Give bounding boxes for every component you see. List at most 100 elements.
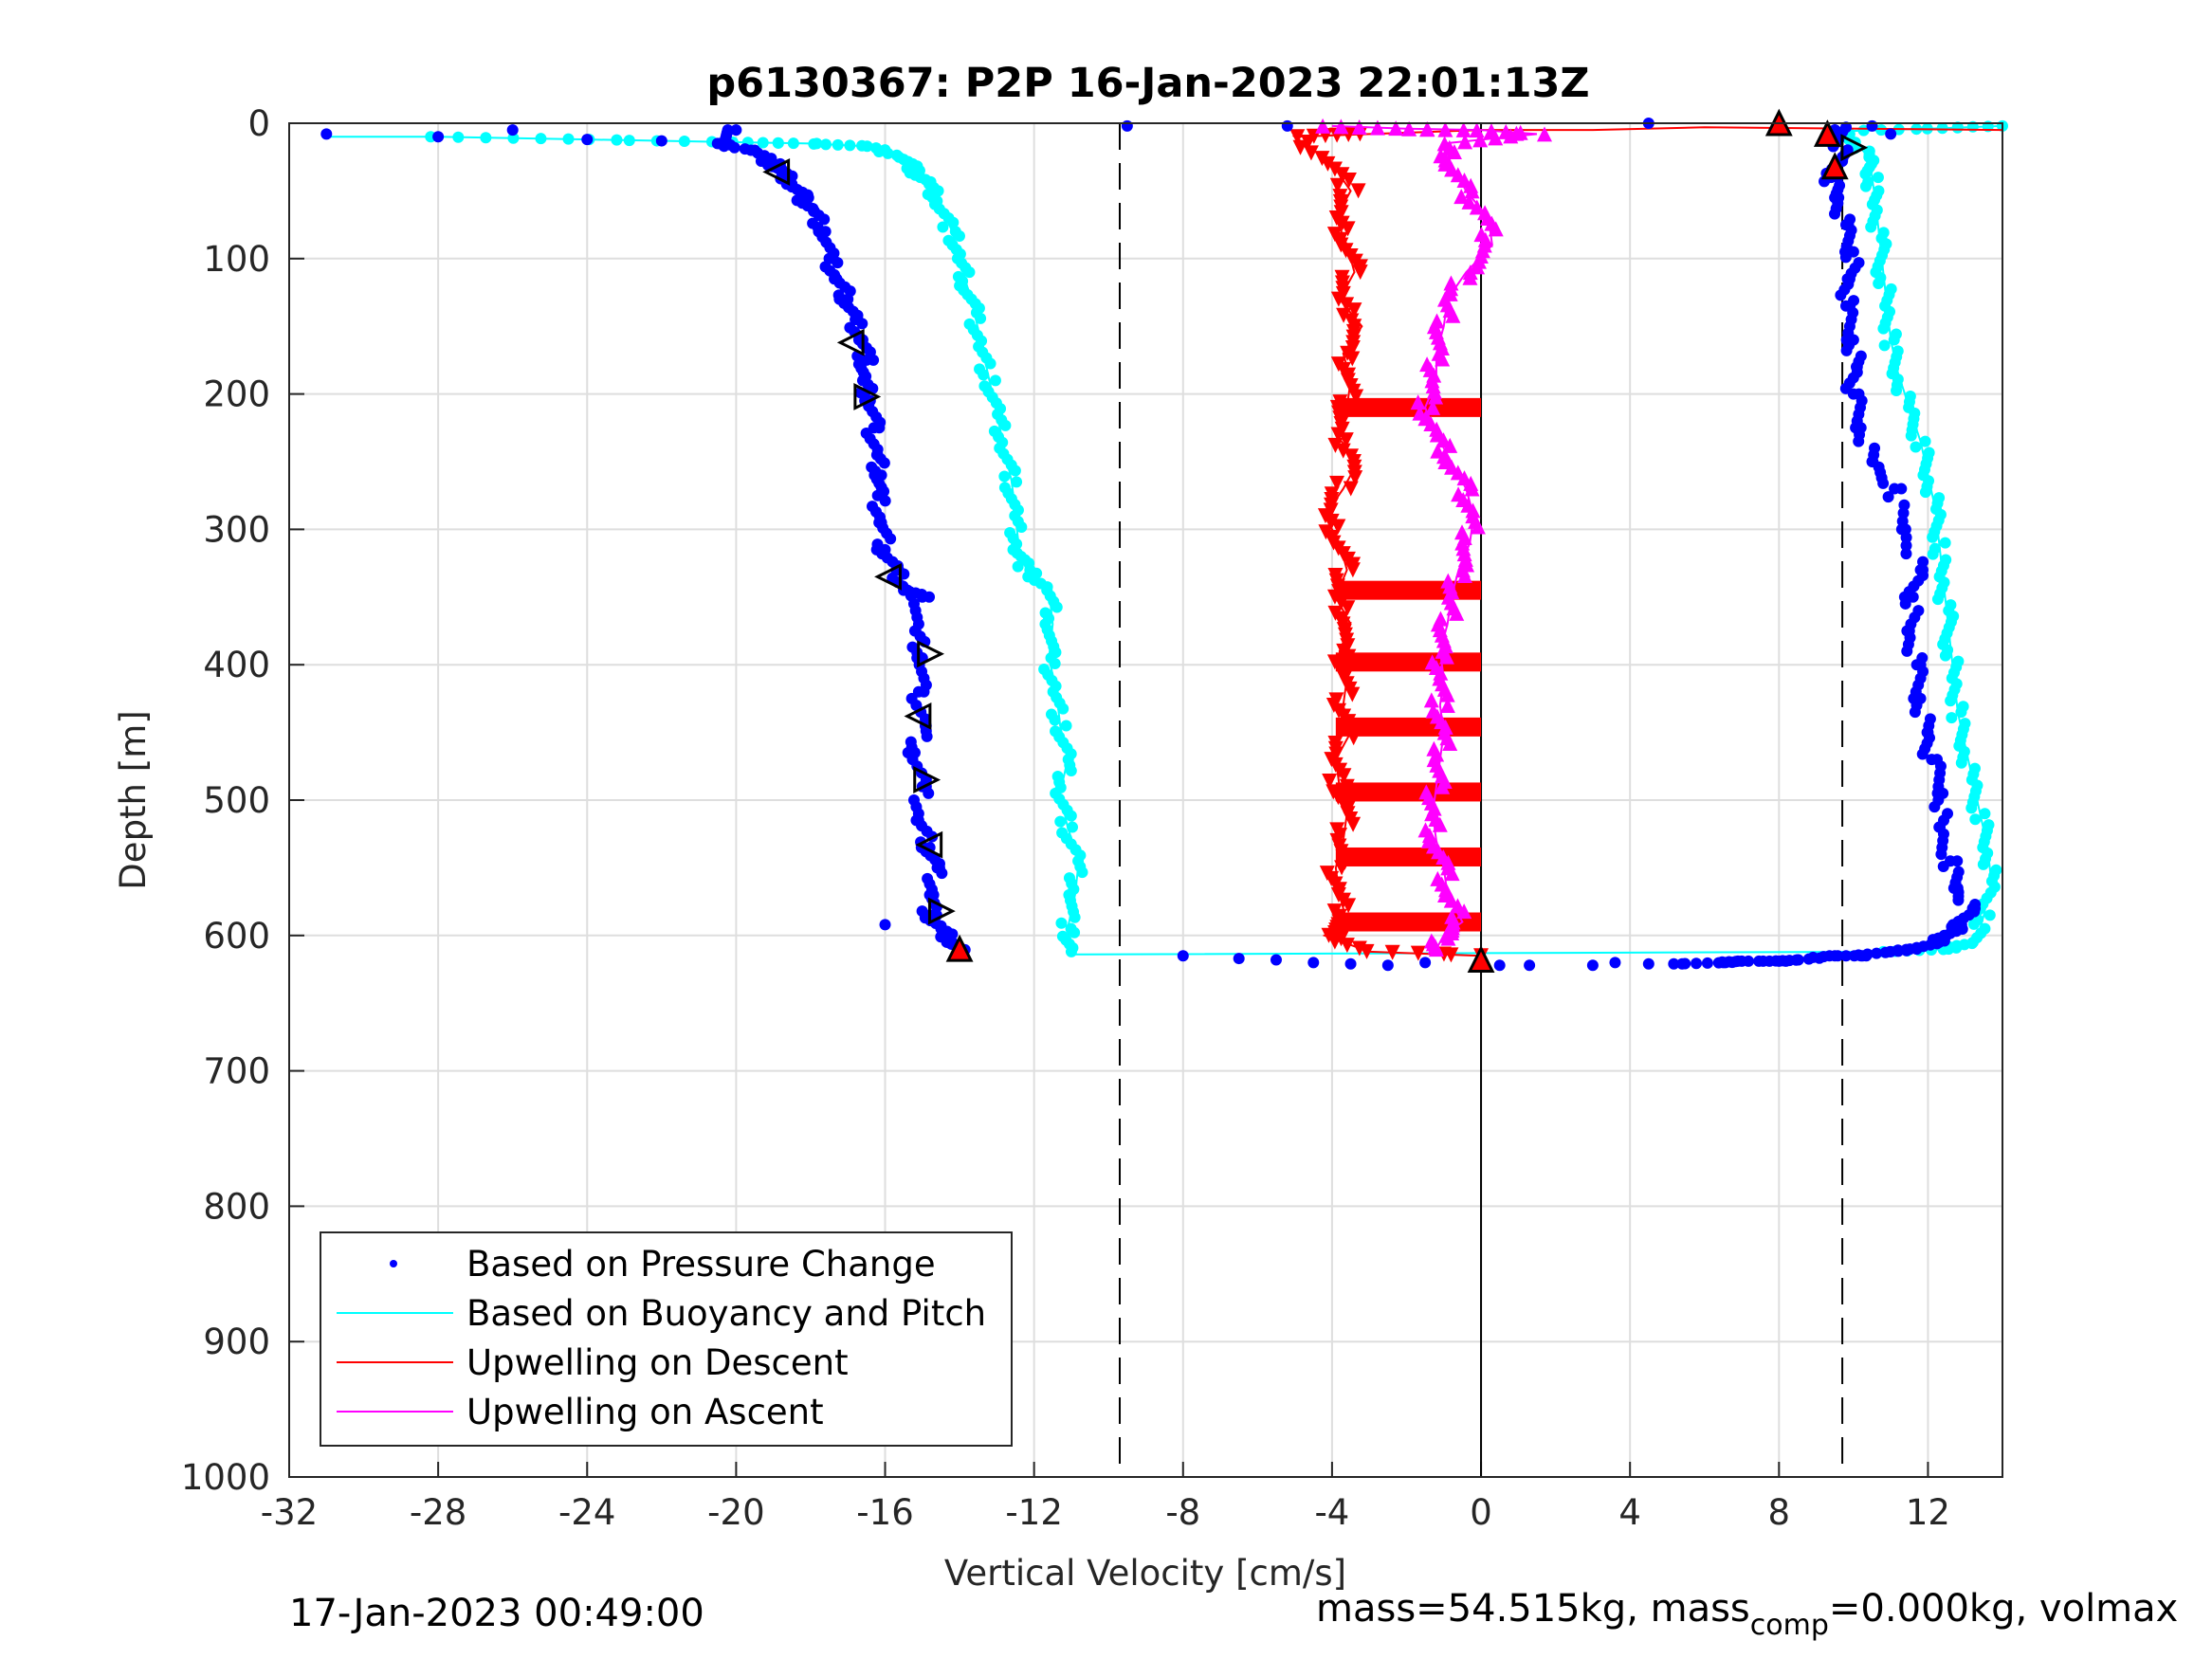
buoyancy_descent-point [535, 133, 547, 145]
pressure_descent-point [730, 124, 742, 137]
upwelling-ascent-point [1457, 134, 1473, 150]
pressure_descent-point [581, 134, 594, 146]
upwelling-ascent-point [1503, 128, 1519, 144]
y-tick-label: 200 [203, 374, 270, 415]
buoyancy_ascent-point [1878, 339, 1891, 352]
buoyancy_descent-point [937, 221, 949, 233]
buoyancy_ascent-point [1857, 124, 1870, 137]
y-tick-label: 500 [203, 780, 270, 821]
upwelling-descent-point [1340, 221, 1356, 237]
pressure_ascent-point [1848, 295, 1860, 307]
upwelling-descent-point [1339, 938, 1355, 954]
buoyancy_ascent-point [1969, 813, 1982, 826]
pressure_descent-point [844, 285, 856, 298]
pressure_ascent-point [1853, 257, 1865, 269]
upwelling-descent-point [1320, 155, 1336, 172]
buoyancy_descent-point [947, 216, 960, 228]
upwelling-descent-point [1344, 562, 1361, 578]
pressure_ascent-point [1917, 556, 1929, 568]
upwelling-ascent-point [1439, 698, 1455, 714]
pressure_ascent-point [1642, 957, 1654, 970]
pressure_ascent-point [1823, 950, 1836, 962]
upwelling-ascent-point [1470, 519, 1486, 535]
pressure_ascent-point [1679, 957, 1691, 970]
pressure_descent-point [856, 318, 868, 330]
pressure_ascent-point [1916, 652, 1929, 665]
upwelling-descent-point [1330, 519, 1346, 535]
buoyancy_ascent-point [1929, 542, 1941, 555]
pressure_ascent-point [1121, 119, 1133, 132]
upwelling-ascent-point [1444, 866, 1460, 882]
upwelling-ascent-point [1432, 816, 1448, 832]
pressure_ascent-point [1807, 951, 1819, 963]
upwelling-descent-point [1352, 264, 1368, 281]
buoyancy_descent-point [1069, 911, 1081, 923]
upwelling-descent-point [1344, 686, 1361, 702]
buoyancy_ascent-point [1919, 435, 1931, 447]
footer-mass-suffix: =0.000kg, volmax [1829, 1587, 2178, 1631]
upwelling-ascent-point [1401, 120, 1417, 137]
upwelling-descent-point [1341, 172, 1357, 188]
buoyancy_ascent-point [1979, 808, 1991, 820]
buoyancy_ascent-point [1959, 718, 1971, 730]
upwelling-descent-point [1350, 183, 1366, 199]
x-tick-label: -28 [410, 1492, 466, 1533]
upwelling-descent-band [1335, 782, 1482, 802]
pressure_ascent-point [1895, 483, 1908, 495]
buoyancy_descent-point [984, 357, 996, 370]
upwelling-descent-band [1335, 717, 1482, 737]
upwelling-descent-point [1336, 768, 1352, 784]
buoyancy_descent-point [1065, 945, 1077, 957]
pressure_ascent-point [1307, 957, 1320, 969]
pressure_ascent-point [1871, 947, 1883, 959]
upwelling-descent-point [1300, 134, 1316, 150]
buoyancy_ascent-point [1952, 655, 1965, 667]
pressure_ascent-point [1177, 950, 1189, 962]
buoyancy_descent-point [1057, 702, 1069, 715]
buoyancy_ascent-point [1923, 447, 1935, 459]
pressure_ascent-point [1924, 713, 1936, 725]
pressure_ascent-point [1885, 128, 1897, 140]
pressure_ascent-point [1900, 548, 1912, 560]
pressure_descent-point [923, 787, 935, 799]
buoyancy_ascent-point [1983, 909, 1996, 921]
upwelling-ascent-point [1488, 130, 1504, 146]
upwelling-descent-band [1335, 397, 1482, 417]
buoyancy_descent-point [998, 470, 1011, 483]
pressure_descent-point [818, 213, 831, 226]
pressure_ascent-point [1524, 959, 1536, 972]
upwelling-descent-point [1341, 898, 1357, 914]
upwelling-descent-point [1326, 934, 1343, 950]
direction-marker [927, 897, 956, 925]
direction-marker [1840, 134, 1869, 162]
upwelling-ascent-point [1438, 648, 1454, 665]
buoyancy_descent-point [975, 312, 987, 324]
pressure_ascent-point [1743, 955, 1755, 967]
buoyancy_descent-point [562, 133, 575, 145]
buoyancy_ascent-point [1872, 172, 1884, 184]
upwelling-descent-point [1343, 481, 1359, 497]
y-tick-label: 300 [203, 509, 270, 550]
buoyancy_ascent-point [1910, 441, 1922, 453]
y-tick-labels: 0 100 200 300 400 500 600 700 800 900 1000 [181, 103, 270, 1498]
upwelling-ascent-point [1435, 778, 1451, 794]
buoyancy_descent-point [1055, 917, 1068, 929]
x-tick-label: -32 [261, 1492, 318, 1533]
buoyancy_descent-point [953, 230, 965, 242]
upwelling-descent-point [1335, 443, 1351, 459]
direction-marker [762, 157, 791, 186]
x-tick-label: -4 [1314, 1492, 1349, 1533]
pressure_descent-point [936, 867, 948, 880]
upwelling-ascent-point [1419, 121, 1435, 137]
buoyancy_descent-point [1076, 866, 1088, 879]
buoyancy_ascent-point [1863, 145, 1875, 157]
pressure_descent-point [718, 140, 730, 153]
upwelling-descent-point [1344, 351, 1361, 367]
upwelling-ascent-point [1453, 189, 1470, 205]
buoyancy_descent-point [1065, 765, 1077, 777]
upwelling-descent-point [1326, 161, 1343, 177]
y-tick-label: 0 [247, 103, 270, 144]
pressure_ascent-point [1344, 957, 1357, 970]
pressure_ascent-point [1882, 491, 1894, 503]
footer-mass-prefix: mass=54.515kg, mass [1316, 1587, 1750, 1631]
